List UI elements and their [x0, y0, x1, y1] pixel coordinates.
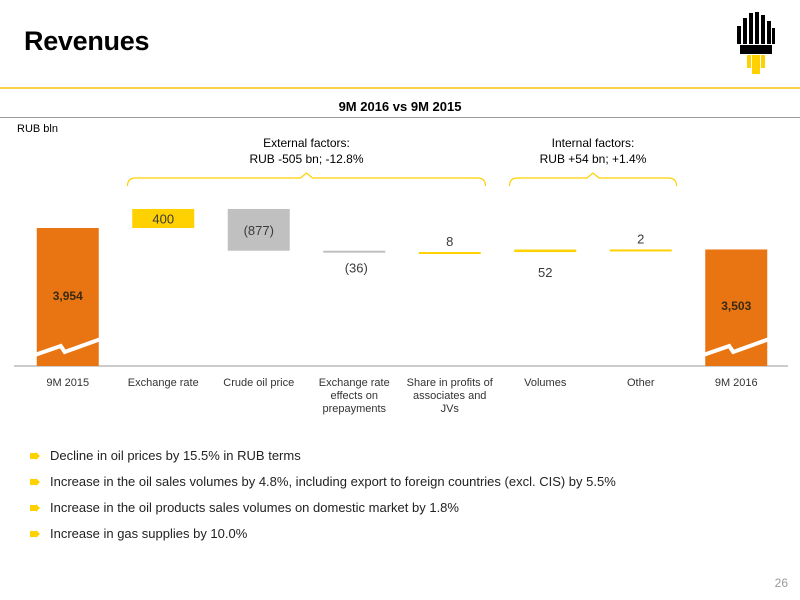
waterfall-chart: 3,954 9M 2015 400 Exchange rate (877) Crude o… — [14, 136, 788, 415]
bar-3 — [323, 250, 386, 253]
bullet-text: Increase in the oil sales volumes by 4.8… — [50, 474, 616, 489]
category-label-2-0: Crude oil price — [223, 377, 294, 389]
category-label-3-1: effects on — [331, 390, 379, 402]
bar-5 — [514, 249, 577, 253]
axis-break-0 — [34, 337, 102, 357]
category-label-4-1: associates and — [413, 390, 486, 402]
data-label-5: 52 — [538, 265, 552, 280]
data-label-2: (877) — [244, 223, 274, 238]
bullet-text: Increase in the oil products sales volum… — [50, 500, 459, 515]
category-label-3-0: Exchange rate — [319, 377, 390, 389]
group-bracket-1 — [508, 172, 678, 187]
bullet-arrow-icon — [30, 478, 40, 486]
chart-title: 9M 2016 vs 9M 2015 — [338, 99, 462, 114]
title-divider — [0, 87, 800, 89]
data-label-6: 2 — [637, 231, 644, 246]
category-label-7-0: 9M 2016 — [715, 377, 758, 389]
page-number: 26 — [774, 576, 788, 590]
category-label-4-0: Share in profits of — [407, 377, 494, 389]
bar-4 — [418, 252, 481, 255]
bullet-arrow-icon — [30, 452, 40, 460]
unit-label: RUB bln — [17, 123, 58, 135]
chart-title-divider — [0, 117, 800, 118]
category-label-5-0: Volumes — [524, 377, 567, 389]
page-title: Revenues — [24, 26, 150, 56]
bullet-item: Decline in oil prices by 15.5% in RUB te… — [30, 448, 616, 474]
bullet-arrow-icon — [30, 504, 40, 512]
bullet-item: Increase in the oil sales volumes by 4.8… — [30, 474, 616, 500]
category-label-4-2: JVs — [441, 403, 460, 415]
bar-1 — [132, 208, 195, 228]
data-label-4: 8 — [446, 234, 453, 249]
category-label-6-0: Other — [627, 377, 655, 389]
group-label-1-1: RUB +54 bn; +1.4% — [540, 152, 647, 166]
bar-2 — [227, 208, 290, 251]
axis-break-7 — [702, 337, 770, 357]
bullet-text: Increase in gas supplies by 10.0% — [50, 526, 248, 541]
group-bracket-0 — [126, 172, 487, 187]
data-label-3: (36) — [345, 260, 368, 275]
bullet-text: Decline in oil prices by 15.5% in RUB te… — [50, 448, 301, 463]
bullet-list: Decline in oil prices by 15.5% in RUB te… — [30, 448, 616, 552]
data-label-7: 3,503 — [721, 299, 751, 313]
bullet-item: Increase in gas supplies by 10.0% — [30, 526, 616, 552]
bar-7 — [705, 249, 768, 366]
company-logo-icon — [737, 12, 775, 74]
group-label-0-1: RUB -505 bn; -12.8% — [249, 152, 363, 166]
data-label-0: 3,954 — [53, 289, 83, 303]
category-label-0-0: 9M 2015 — [46, 377, 89, 389]
category-label-3-2: prepayments — [322, 403, 386, 415]
data-label-1: 400 — [152, 211, 174, 226]
group-label-0-0: External factors: — [263, 136, 350, 150]
bullet-item: Increase in the oil products sales volum… — [30, 500, 616, 526]
bar-6 — [609, 249, 672, 252]
group-label-1-0: Internal factors: — [552, 136, 635, 150]
category-label-1-0: Exchange rate — [128, 377, 199, 389]
bullet-arrow-icon — [30, 530, 40, 538]
